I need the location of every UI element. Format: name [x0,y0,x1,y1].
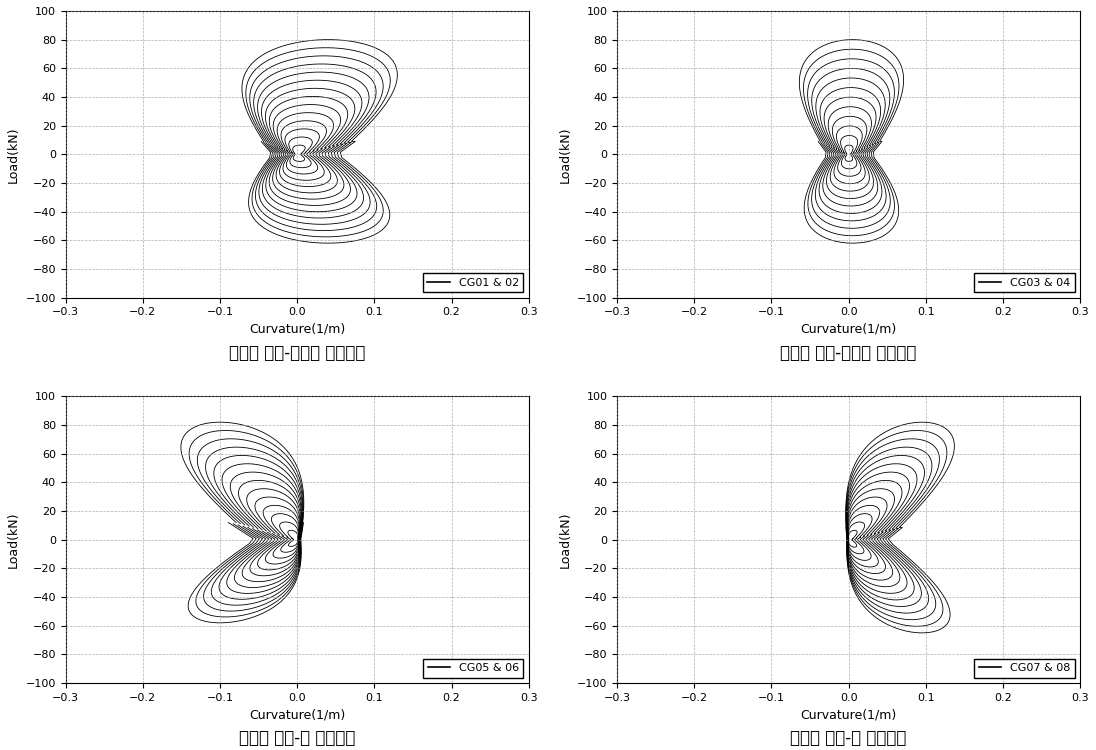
Text: 《좌측 기둥-기초판 접합부》: 《좌측 기둥-기초판 접합부》 [229,344,365,362]
Y-axis label: Load(kN): Load(kN) [7,512,20,568]
Text: 《우측 기둥-보 접합부》: 《우측 기둥-보 접합부》 [790,729,906,747]
Y-axis label: Load(kN): Load(kN) [7,126,20,182]
X-axis label: Curvature(1/m): Curvature(1/m) [249,708,345,722]
Legend: CG07 & 08: CG07 & 08 [974,658,1075,677]
Legend: CG01 & 02: CG01 & 02 [423,273,523,292]
Legend: CG03 & 04: CG03 & 04 [974,273,1075,292]
X-axis label: Curvature(1/m): Curvature(1/m) [249,323,345,336]
Legend: CG05 & 06: CG05 & 06 [423,658,523,677]
Text: 《좌측 기둥-보 접합부》: 《좌측 기둥-보 접합부》 [239,729,355,747]
X-axis label: Curvature(1/m): Curvature(1/m) [800,323,897,336]
X-axis label: Curvature(1/m): Curvature(1/m) [800,708,897,722]
Y-axis label: Load(kN): Load(kN) [559,126,571,182]
Y-axis label: Load(kN): Load(kN) [559,512,571,568]
Text: 《우측 기둥-기초판 접합부》: 《우측 기둥-기초판 접합부》 [780,344,917,362]
